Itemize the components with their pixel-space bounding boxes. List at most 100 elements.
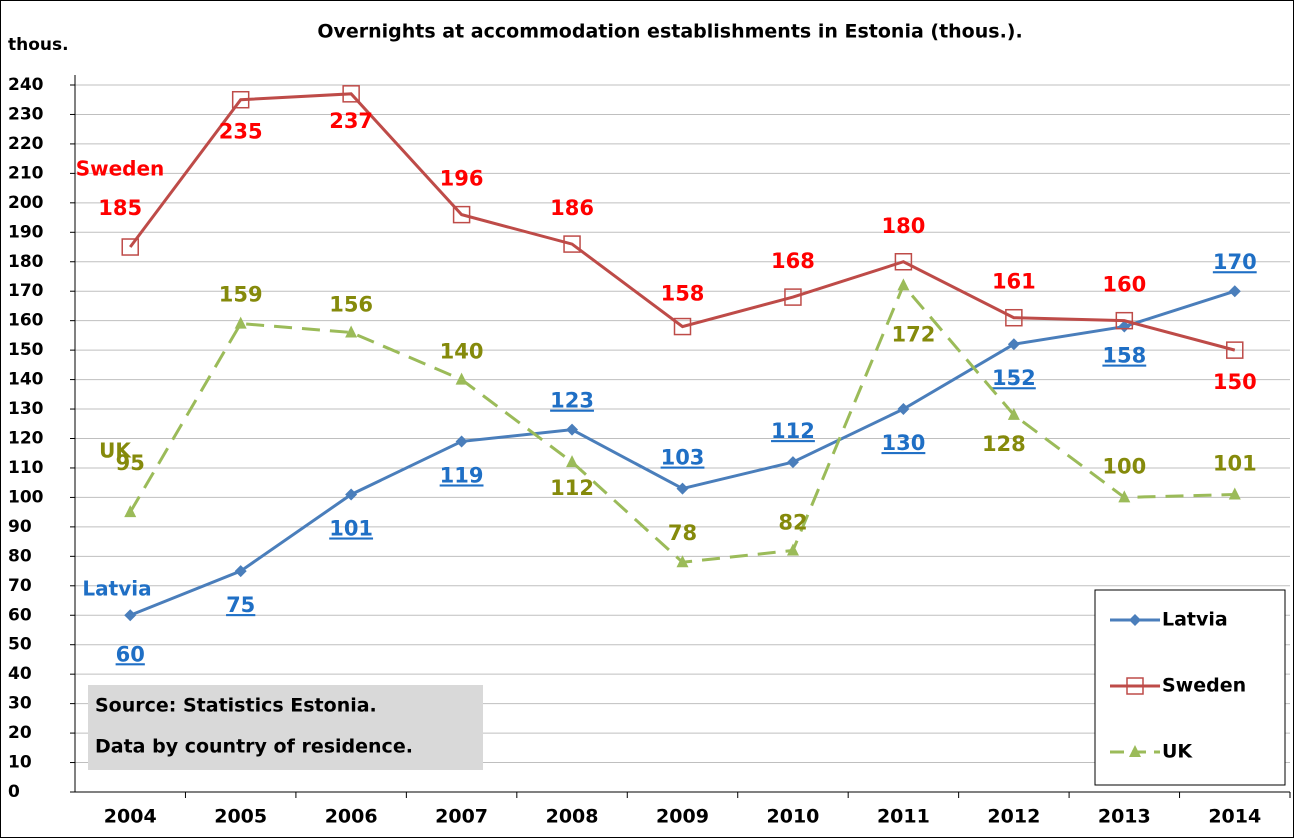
- y-tick-label: 140: [8, 370, 44, 390]
- point-marker: [1005, 308, 1023, 327]
- point-marker: [345, 325, 358, 338]
- data-label: 123: [550, 389, 594, 413]
- data-label: 119: [440, 463, 484, 487]
- point-marker: [1228, 285, 1241, 298]
- point-marker: [786, 543, 799, 556]
- legend-label: Latvia: [1162, 609, 1228, 631]
- legend-marker: [1129, 614, 1141, 626]
- point-marker: [897, 403, 910, 416]
- x-tick-label: 2011: [877, 806, 930, 828]
- data-label: 78: [668, 521, 697, 545]
- data-label: 112: [550, 476, 594, 500]
- x-tick-label: 2007: [435, 806, 488, 828]
- x-tick-label: 2009: [656, 806, 709, 828]
- chart-title: Overnights at accommodation establishmen…: [317, 21, 1022, 43]
- point-marker: [455, 372, 468, 385]
- point-marker: [231, 90, 250, 109]
- legend-label: UK: [1162, 741, 1193, 763]
- y-tick-label: 220: [8, 134, 44, 154]
- data-label: 95: [116, 451, 145, 475]
- x-tick-label: 2008: [546, 806, 599, 828]
- point-marker: [1118, 320, 1131, 333]
- point-marker: [1118, 490, 1131, 503]
- point-marker: [345, 488, 358, 501]
- data-label: 60: [116, 642, 145, 666]
- data-label: 101: [329, 516, 373, 540]
- y-tick-label: 70: [8, 576, 32, 596]
- x-tick-label: 2013: [1098, 806, 1151, 828]
- y-tick-label: 130: [8, 399, 44, 419]
- x-tick-label: 2012: [987, 806, 1040, 828]
- y-tick-label: 40: [8, 664, 32, 684]
- point-marker: [342, 85, 360, 103]
- legend-marker: [1126, 677, 1144, 695]
- y-tick-label: 170: [8, 281, 44, 301]
- x-tick-label: 2004: [104, 806, 157, 828]
- point-marker: [894, 253, 913, 271]
- point-marker: [1007, 407, 1020, 420]
- data-label: 150: [1213, 370, 1257, 394]
- data-label: 101: [1213, 451, 1257, 475]
- y-tick-label: 160: [8, 311, 44, 331]
- data-label: 170: [1213, 250, 1257, 274]
- data-label: 75: [226, 593, 255, 617]
- y-tick-label: 20: [8, 723, 32, 743]
- data-label: 140: [440, 340, 484, 364]
- data-label: 172: [891, 322, 935, 346]
- data-label: 156: [329, 292, 373, 316]
- y-tick-label: 90: [8, 517, 32, 537]
- y-tick-label: 80: [8, 546, 32, 566]
- point-marker: [1007, 338, 1020, 351]
- y-tick-label: 230: [8, 104, 44, 124]
- series-label: Sweden: [76, 157, 165, 181]
- series-label: Latvia: [82, 577, 151, 601]
- point-marker: [1115, 311, 1134, 330]
- y-tick-label: 60: [8, 605, 32, 625]
- point-marker: [124, 609, 137, 622]
- data-label: 158: [1102, 344, 1146, 368]
- data-label: 160: [1102, 273, 1146, 297]
- data-label: 185: [98, 196, 142, 220]
- point-marker: [121, 238, 139, 256]
- annotation: Source: Statistics Estonia.: [95, 695, 377, 717]
- point-marker: [566, 455, 579, 468]
- y-tick-label: 210: [8, 163, 44, 183]
- point-marker: [676, 482, 689, 495]
- point-marker: [124, 505, 137, 518]
- annotation-box: [88, 685, 483, 770]
- data-label: 158: [661, 282, 705, 306]
- x-tick-label: 2006: [325, 806, 378, 828]
- x-tick-label: 2005: [214, 806, 267, 828]
- point-marker: [673, 317, 692, 336]
- data-label: 130: [881, 431, 925, 455]
- data-label: 103: [661, 446, 705, 470]
- data-label: 237: [329, 109, 373, 133]
- data-label: 128: [982, 432, 1026, 456]
- point-marker: [784, 288, 802, 306]
- x-tick-label: 2014: [1208, 806, 1261, 828]
- y-tick-label: 240: [8, 75, 44, 95]
- series-line: [129, 92, 1236, 352]
- data-label: 180: [881, 214, 925, 238]
- data-label: 112: [771, 419, 815, 443]
- data-label: 161: [992, 270, 1036, 294]
- series-label: UK: [99, 439, 132, 463]
- y-tick-label: 200: [8, 193, 44, 213]
- data-label: 152: [992, 366, 1036, 390]
- legend-label: Sweden: [1162, 675, 1246, 697]
- point-marker: [452, 205, 471, 224]
- y-tick-label: 120: [8, 429, 44, 449]
- point-marker: [563, 235, 581, 253]
- point-marker: [897, 278, 910, 291]
- y-tick-label: 150: [8, 340, 44, 360]
- y-tick-label: 0: [8, 782, 20, 802]
- y-tick-label: 190: [8, 222, 44, 242]
- y-tick-label: 180: [8, 252, 44, 272]
- point-marker: [455, 435, 468, 448]
- legend-marker: [1129, 745, 1141, 757]
- y-axis-label: thous.: [8, 35, 69, 55]
- legend: Latvia Sweden UK: [1094, 589, 1286, 786]
- point-marker: [786, 456, 799, 469]
- y-tick-label: 110: [8, 458, 44, 478]
